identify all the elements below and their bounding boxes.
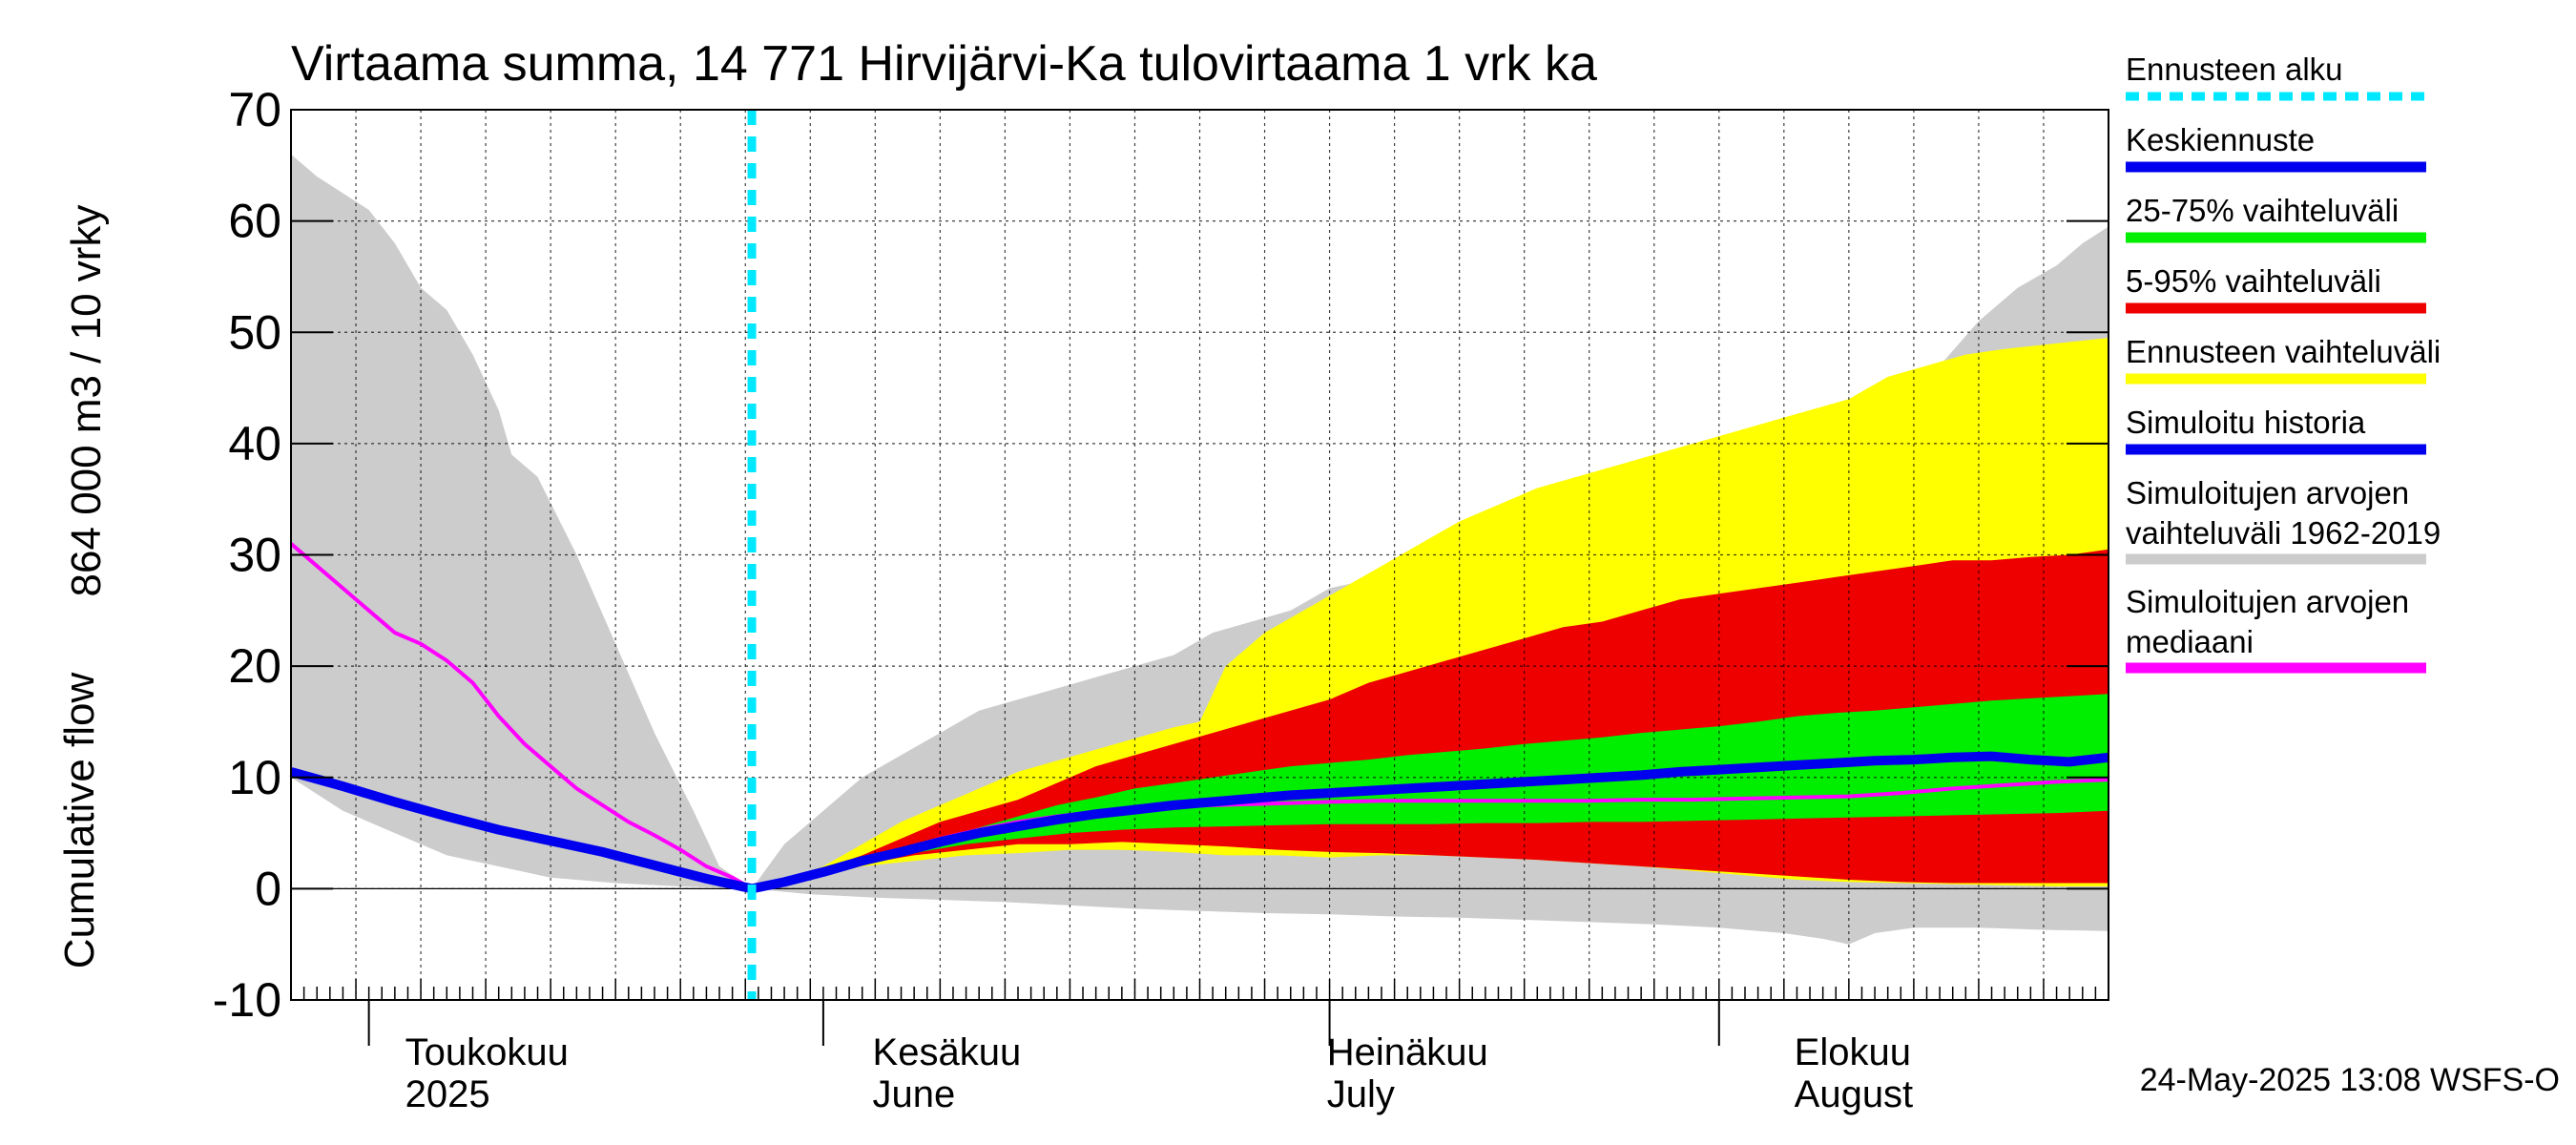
legend-item: Simuloitu historia [2126,405,2426,455]
legend-label: Simuloitujen arvojen [2126,475,2409,510]
y-tick-label: 10 [228,751,281,804]
legend-label-line2: mediaani [2126,624,2254,659]
legend-label: Keskiennuste [2126,122,2315,157]
legend-label: Ennusteen vaihteluväli [2126,334,2441,369]
legend-item: Ennusteen vaihteluväli [2126,334,2441,385]
legend-item: Simuloitujen arvojen vaihteluväli 1962-20… [2126,475,2441,565]
y-tick-label: 30 [228,529,281,582]
legend-label: Simuloitujen arvojen [2126,584,2409,619]
legend-label: Simuloitu historia [2126,405,2366,440]
month-label-english: August [1795,1073,1914,1115]
y-tick-label: 50 [228,305,281,359]
mean-forecast-line [751,751,2109,894]
legend-label: 5-95% vaihteluväli [2126,263,2381,299]
legend: Ennusteen alku Keskiennuste 25-75% vaihtel… [2126,52,2441,674]
y-tick-label: 20 [228,639,281,693]
legend-label-line2: vaihteluväli 1962-2019 [2126,515,2441,551]
legend-item: 5-95% vaihteluväli [2126,263,2426,314]
month-label-english: 2025 [405,1073,490,1115]
month-label: Kesäkuu [873,1031,1022,1073]
month-label: Heinäkuu [1327,1031,1488,1073]
legend-label: 25-75% vaihteluväli [2126,193,2399,228]
month-label-english: July [1327,1073,1395,1115]
y-axis-label-title: Cumulative flow [56,673,103,969]
footer-timestamp: 24-May-2025 13:08 WSFS-O [2140,1062,2560,1098]
legend-item: Keskiennuste [2126,122,2426,173]
sim-history-line [289,767,754,894]
month-label: Elokuu [1795,1031,1911,1073]
legend-item: Ennusteen alku [2126,52,2426,101]
month-label: Toukokuu [405,1031,569,1073]
y-tick-label: 70 [228,83,281,136]
legend-item: 25-75% vaihteluväli [2126,193,2426,243]
y-tick-label: -10 [213,973,281,1027]
legend-item: Simuloitujen arvojen mediaani [2126,584,2426,674]
plot-area [289,110,2109,1000]
y-tick-label: 60 [228,195,281,248]
y-tick-label: 0 [255,862,281,915]
month-label-english: June [873,1073,956,1115]
y-axis-label-units: 864 000 m3 / 10 vrky [63,205,110,597]
grid [291,110,2109,1000]
chart-title: Virtaama summa, 14 771 Hirvijärvi-Ka tul… [291,36,1597,92]
y-tick-label: 40 [228,417,281,470]
legend-label: Ennusteen alku [2126,52,2343,87]
